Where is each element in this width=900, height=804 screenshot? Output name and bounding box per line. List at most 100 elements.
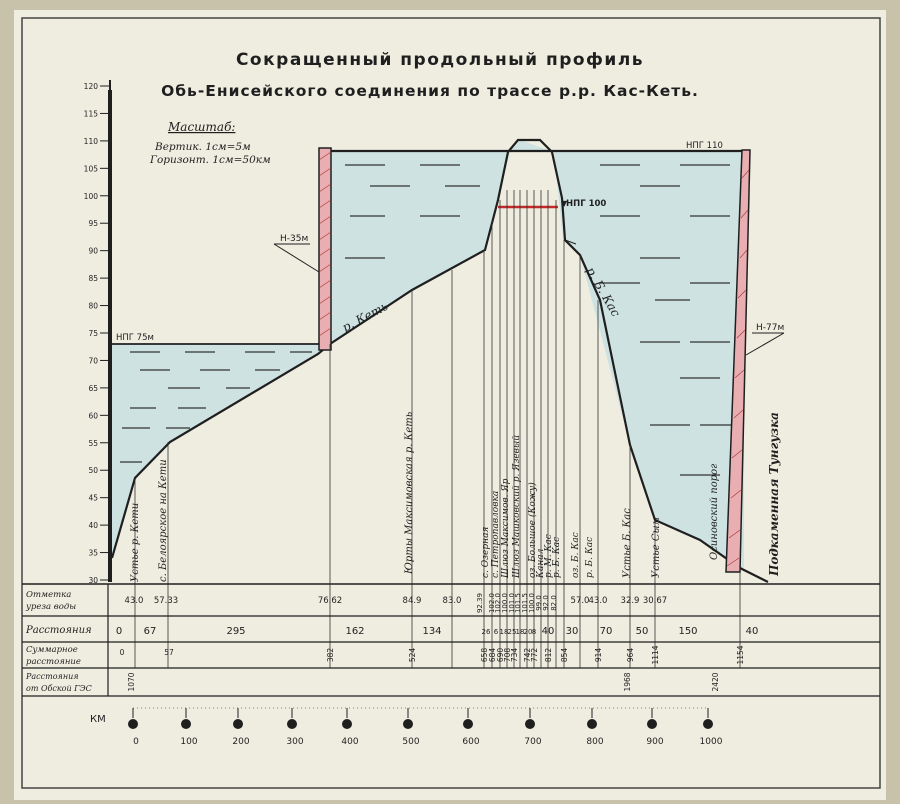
row-label-elev-1: Отметка <box>26 590 71 600</box>
cell-from-ges: 2420 <box>711 672 720 691</box>
cell-elevation: 92.0 <box>542 595 550 611</box>
cell-cumulative: 382 <box>326 648 335 663</box>
km-marker <box>287 719 297 729</box>
y-tick-label: 70 <box>88 356 98 365</box>
km-marker <box>587 719 597 729</box>
km-marker <box>463 719 473 729</box>
y-tick-label: 45 <box>88 494 98 503</box>
km-tick-label: 200 <box>232 737 249 747</box>
cell-distance: 40 <box>746 626 759 637</box>
row-label-elev-2: уреза воды <box>25 602 76 612</box>
cell-cumulative: 690 <box>496 648 505 663</box>
km-marker <box>525 719 535 729</box>
cell-cumulative: 914 <box>594 648 603 663</box>
station-label: Подкаменная Тунгузка <box>767 412 781 577</box>
y-tick-label: 110 <box>84 137 99 146</box>
cell-elevation: 99.0 <box>535 595 543 611</box>
y-tick-label: 95 <box>88 219 98 228</box>
y-tick-label: 50 <box>88 466 98 475</box>
scale-horizontal: Горизонт. 1см=50км <box>149 154 271 166</box>
cell-from-ges: 1070 <box>127 672 136 691</box>
cell-elevation: 101.5 <box>514 593 522 613</box>
km-tick-label: 500 <box>402 737 419 747</box>
cell-distance: 50 <box>636 626 649 637</box>
cell-cumulative: 742 <box>523 648 532 663</box>
station-label: Юрты Максимовская р. Кеть <box>404 412 415 575</box>
cell-cumulative: 772 <box>530 648 539 663</box>
km-tick-label: 700 <box>524 737 541 747</box>
km-tick-label: 300 <box>286 737 303 747</box>
station-label: оз. Большое (Кожу) <box>527 482 538 578</box>
km-tick-label: 800 <box>586 737 603 747</box>
cell-elevation: 101.5 <box>521 593 529 613</box>
left-reservoir <box>112 344 330 558</box>
station-lines <box>134 190 741 668</box>
cell-cumulative: 0 <box>120 648 125 657</box>
station-label: Шлюз Максимов. Яр <box>501 478 511 579</box>
cell-distance: 162 <box>345 626 364 637</box>
station-label: с. Озерная <box>481 527 491 578</box>
km-marker <box>128 719 138 729</box>
km-marker <box>403 719 413 729</box>
cell-distance: 134 <box>422 626 441 637</box>
npg100-arrow: ▼ <box>561 199 568 208</box>
cell-elevation: 101.0 <box>508 593 516 613</box>
cell-distance: 18 <box>500 628 509 636</box>
cell-cumulative: 708 <box>503 648 512 663</box>
title-line2: Обь-Енисейского соединения по трассе р.р… <box>161 82 699 100</box>
y-tick-label: 100 <box>84 192 99 201</box>
cell-cumulative: 658 <box>480 648 489 663</box>
row-label-dist: Расстояния <box>25 625 92 636</box>
km-tick-label: 1000 <box>700 737 723 747</box>
scale-heading: Масштаб: <box>167 120 235 134</box>
cell-cumulative: 684 <box>488 648 497 663</box>
station-label: р. Б. Кас <box>585 537 595 578</box>
station-label: с. Белоярское на Кети <box>158 459 169 582</box>
cell-elevation: 76.62 <box>318 596 342 606</box>
station-label: Устье р. Кети <box>130 503 141 582</box>
cell-from-ges: 1968 <box>623 672 632 691</box>
head35-label: Н-35м <box>280 234 308 244</box>
cell-distance: 30 <box>566 626 579 637</box>
km-marker <box>233 719 243 729</box>
water-lines-right <box>345 164 735 476</box>
cell-elevation: 82.0 <box>550 595 558 611</box>
kas-marker <box>564 239 577 245</box>
cell-elevation: 43.0 <box>125 596 144 606</box>
station-label: Канал <box>536 548 546 579</box>
cell-distance: 26 <box>482 628 491 636</box>
row-label-ges-2: от Обской ГЭС <box>26 684 92 693</box>
scale-vertical: Вертик. 1см=5м <box>154 141 251 153</box>
cell-elevation: 100.0 <box>528 593 536 613</box>
cell-distance: 67 <box>144 626 157 637</box>
y-ticks: 30 35 40 45 50 55 60 65 70 75 80 85 90 95 100 105 110 115… <box>84 82 110 585</box>
km-tick-label: 400 <box>341 737 358 747</box>
right-reservoir <box>330 140 744 568</box>
cell-cumulative: 57 <box>164 648 174 657</box>
station-label: с. Петропавловка <box>491 491 501 578</box>
km-tick-label: 100 <box>180 737 197 747</box>
station-label: Осиновский порог <box>709 464 720 560</box>
station-label: Шлюз Машковский р. Язевый <box>512 435 522 579</box>
cell-distance: 18 <box>516 628 525 636</box>
station-label: р. Б. Кас <box>552 537 562 578</box>
station-label: Устье Сым <box>651 517 662 578</box>
cell-elevation: 102.0 <box>494 593 502 613</box>
cell-cumulative: 812 <box>544 648 553 663</box>
km-marker <box>181 719 191 729</box>
y-tick-label: 85 <box>88 274 98 283</box>
y-tick-label: 35 <box>88 549 98 558</box>
row-label-cum-2: расстояние <box>26 657 81 667</box>
cell-elevation: 57.33 <box>154 596 178 606</box>
row-labels: Отметка уреза воды Расстояния Суммарное … <box>25 590 92 693</box>
npg110-label: НПГ 110 <box>686 141 723 151</box>
station-label: Устье Б. Кас <box>622 508 633 578</box>
water-lines-left <box>120 351 312 463</box>
cell-elevation: 43.0 <box>589 596 608 606</box>
y-tick-label: 75 <box>88 329 98 338</box>
cell-distance: 20 <box>524 628 533 636</box>
cell-elevation: 84.9 <box>403 596 422 606</box>
y-tick-label: 65 <box>88 384 98 393</box>
km-tick-label: 900 <box>646 737 663 747</box>
